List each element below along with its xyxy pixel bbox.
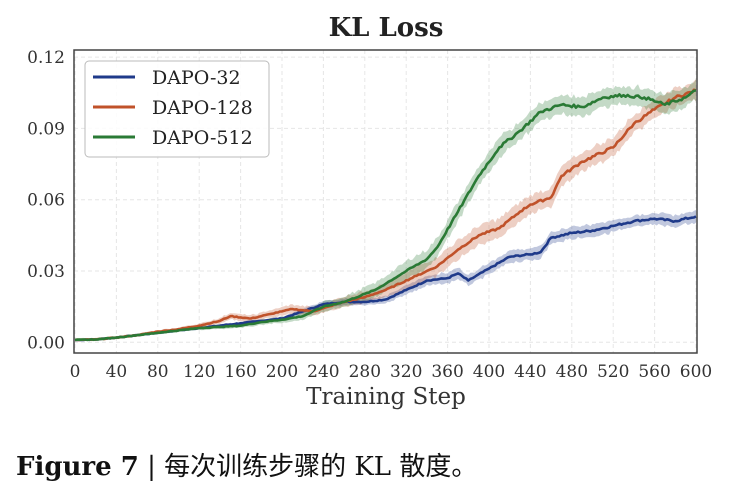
y-tick-label: 0.03: [27, 262, 65, 282]
x-tick-label: 200: [266, 362, 298, 382]
y-tick-label: 0.12: [27, 48, 65, 68]
x-tick-label: 0: [70, 362, 81, 382]
legend-label: DAPO-512: [152, 127, 253, 149]
series-lines: [74, 88, 697, 342]
series-line-dapo-512: [74, 89, 697, 342]
x-tick-label: 400: [473, 362, 505, 382]
legend-box: [84, 60, 270, 158]
x-tick-label: 40: [106, 362, 128, 382]
y-tick-label: 0.06: [27, 191, 65, 211]
x-tick-label: 360: [431, 362, 463, 382]
figure-label: Figure 7: [16, 452, 139, 482]
kl-loss-chart: 0 40 80 120 160 200 240 280 320 360 400 440 480 520 56…: [27, 13, 713, 410]
legend-label: DAPO-128: [152, 97, 253, 119]
x-tick-label: 160: [224, 362, 256, 382]
y-axis-ticks: 0.00 0.03 0.06 0.09 0.12: [27, 48, 65, 353]
caption-text: 每次训练步骤的 KL 散度。: [164, 452, 478, 482]
x-tick-label: 440: [514, 362, 546, 382]
x-tick-label: 120: [183, 362, 215, 382]
legend-label: DAPO-32: [152, 67, 241, 89]
confidence-band-dapo-32: [75, 209, 696, 341]
x-tick-label: 280: [349, 362, 381, 382]
plot-frame: [73, 49, 698, 354]
legend: DAPO-32 DAPO-128 DAPO-512: [84, 60, 270, 158]
figure-caption: Figure 7 | 每次训练步骤的 KL 散度。: [16, 446, 477, 483]
x-tick-label: 520: [597, 362, 629, 382]
caption-separator: |: [147, 452, 156, 482]
x-tick-label: 320: [390, 362, 422, 382]
x-tick-label: 80: [147, 362, 169, 382]
chart-title: KL Loss: [329, 13, 444, 43]
x-axis-label: Training Step: [306, 384, 466, 410]
x-tick-label: 240: [307, 362, 339, 382]
x-axis-ticks: 0 40 80 120 160 200 240 280 320 360 400 440 480 520 56…: [70, 362, 713, 382]
y-tick-label: 0.09: [27, 119, 65, 139]
x-tick-label: 600: [680, 362, 712, 382]
y-tick-label: 0.00: [27, 333, 65, 353]
x-tick-label: 480: [556, 362, 588, 382]
x-tick-label: 560: [638, 362, 670, 382]
